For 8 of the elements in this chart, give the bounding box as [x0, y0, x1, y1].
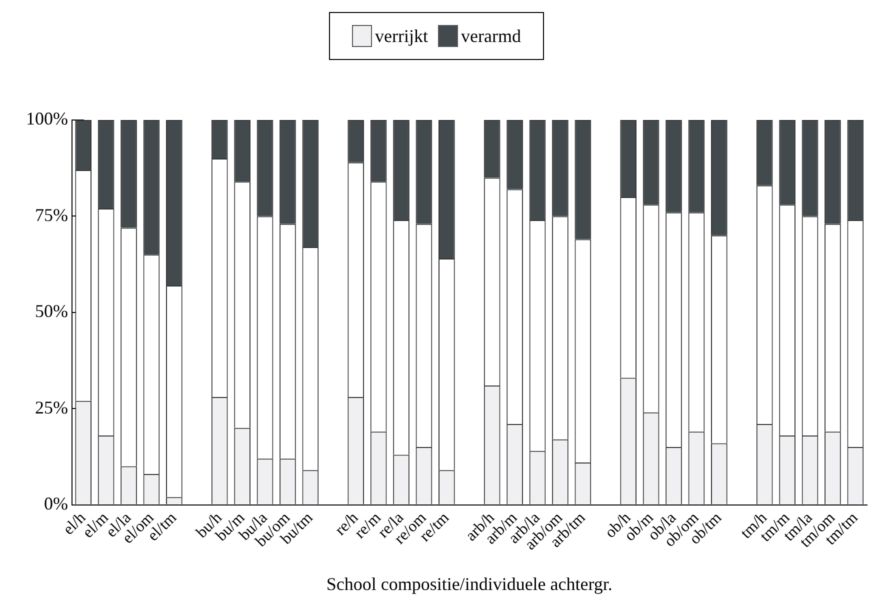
y-tick-label: 75% [34, 204, 68, 225]
y-tick-label: 50% [34, 301, 68, 322]
legend-label: verrijkt [375, 26, 428, 46]
y-tick-label: 0% [44, 494, 68, 514]
y-tick-label: 100% [26, 108, 68, 129]
legend-label: verarmd [461, 26, 521, 46]
y-tick-label: 25% [34, 397, 68, 418]
x-axis-title: School compositie/individuele achtergr. [326, 574, 612, 594]
